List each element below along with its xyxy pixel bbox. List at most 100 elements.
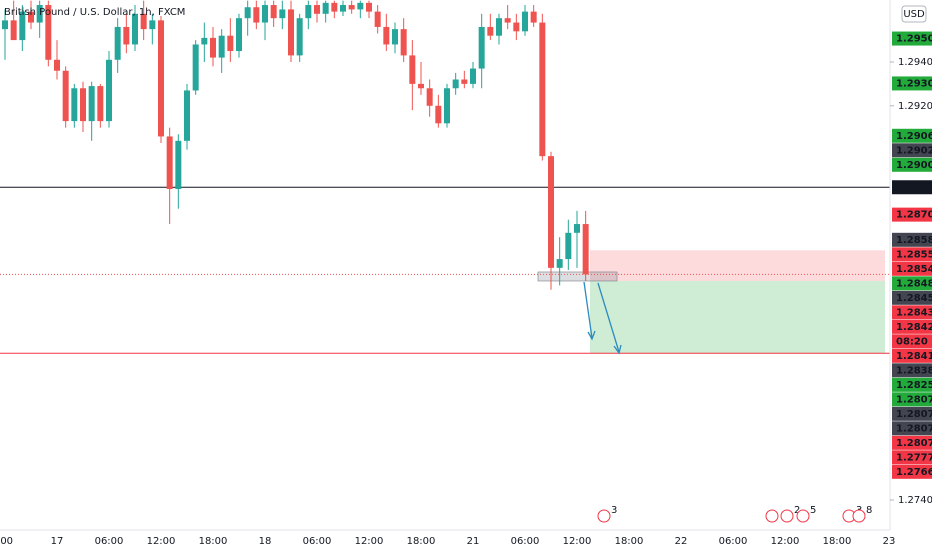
y-tick-label: 1.29400 bbox=[898, 57, 932, 68]
price-label: 1.28550 bbox=[896, 249, 932, 260]
candle-body bbox=[28, 11, 34, 23]
forecast-arrows bbox=[583, 281, 622, 355]
candle-body bbox=[296, 18, 303, 56]
currency-box[interactable] bbox=[901, 5, 927, 23]
price-label-box bbox=[892, 377, 932, 392]
candle-body bbox=[513, 22, 520, 32]
event-count: 2 bbox=[794, 505, 800, 516]
event-count: 8 bbox=[866, 505, 872, 516]
candle-body bbox=[322, 2, 329, 14]
candle-body bbox=[236, 18, 242, 52]
x-tick-label: 12:00 bbox=[563, 536, 592, 547]
candle-body bbox=[478, 26, 485, 69]
price-label: 1.29000 bbox=[896, 160, 932, 171]
x-tick-label: 06:00 bbox=[95, 536, 124, 547]
stop-zone bbox=[590, 250, 885, 281]
x-tick-label: 06:00 bbox=[719, 536, 748, 547]
price-label: 1.28073 bbox=[896, 409, 932, 420]
candle-body bbox=[140, 13, 147, 30]
x-tick-label: 06:00 bbox=[303, 536, 332, 547]
candle-body bbox=[262, 5, 268, 23]
candle-body bbox=[496, 18, 502, 36]
x-tick-label: 22 bbox=[675, 536, 688, 547]
candle-body bbox=[201, 37, 208, 45]
price-label: 1.28250 bbox=[896, 380, 932, 391]
candle-body bbox=[400, 29, 407, 56]
event-icon bbox=[796, 509, 810, 523]
candle-body bbox=[123, 26, 130, 45]
price-label-box bbox=[892, 305, 932, 320]
price-label: 1.28480 bbox=[896, 278, 932, 289]
candle-body bbox=[452, 79, 459, 89]
candle-body bbox=[158, 20, 164, 137]
candle-body bbox=[522, 11, 528, 32]
price-label-box bbox=[892, 348, 932, 363]
candle-body bbox=[279, 9, 286, 19]
price-label-box bbox=[892, 464, 932, 479]
candle-body bbox=[227, 35, 234, 52]
y-tick-label: 1.27400 bbox=[898, 495, 932, 506]
candle-body bbox=[2, 20, 8, 30]
x-tick-label: 18:00 bbox=[615, 536, 644, 547]
candle-body bbox=[166, 136, 173, 190]
price-label: 1.28389 bbox=[896, 365, 932, 376]
price-label-box bbox=[892, 363, 932, 378]
candle-body bbox=[97, 86, 104, 122]
candle-body bbox=[340, 5, 346, 12]
price-label-box bbox=[892, 128, 932, 143]
price-label: 1.28426 bbox=[896, 322, 932, 333]
event-icon bbox=[765, 509, 779, 523]
candle-body bbox=[470, 68, 476, 84]
candle-body bbox=[374, 11, 381, 27]
price-label: 1.29507 bbox=[896, 34, 932, 45]
price-label-box bbox=[892, 290, 932, 305]
price-label-box bbox=[892, 421, 932, 436]
candle-body bbox=[357, 2, 364, 10]
price-label-box bbox=[892, 261, 932, 276]
candle-body bbox=[218, 35, 225, 58]
candle-body bbox=[582, 224, 589, 275]
candle-body bbox=[88, 86, 95, 122]
price-label-box bbox=[892, 450, 932, 465]
candle-body bbox=[210, 37, 216, 58]
x-tick-label: 23 bbox=[883, 536, 896, 547]
price-label: 1.28588 bbox=[896, 235, 932, 246]
candle-body bbox=[574, 224, 580, 233]
price-label-box bbox=[892, 276, 932, 291]
arrow-head bbox=[613, 344, 622, 355]
candle-body bbox=[184, 90, 190, 141]
price-label: 1.28450 bbox=[896, 293, 932, 304]
x-tick-label: 18 bbox=[259, 536, 272, 547]
arrow-line bbox=[583, 281, 593, 339]
candle-body bbox=[36, 5, 43, 23]
price-label-box bbox=[892, 31, 932, 46]
candle-body bbox=[530, 11, 537, 23]
candle-body bbox=[71, 88, 78, 122]
candle-body bbox=[348, 5, 355, 10]
plot-area bbox=[0, 0, 890, 354]
event-icon bbox=[780, 509, 794, 523]
candle-body bbox=[314, 5, 320, 14]
candle-body bbox=[366, 2, 372, 12]
price-label-box bbox=[892, 143, 932, 158]
price-label: 1.28072 bbox=[896, 423, 932, 434]
candle-body bbox=[487, 26, 494, 36]
price-label: 1.29022 bbox=[896, 145, 932, 156]
price-axis: 1.29400 1.29200 1.27400 1.29507 1.29302 1.290… bbox=[890, 31, 932, 506]
candle-body bbox=[253, 7, 260, 23]
candle-body bbox=[19, 11, 26, 41]
candle-body bbox=[539, 22, 546, 157]
price-label: 1.28077 bbox=[896, 394, 932, 405]
candle-body bbox=[270, 5, 277, 19]
price-label: 08:20 bbox=[896, 336, 928, 347]
price-label-box bbox=[892, 392, 932, 407]
chart-title: British Pound / U.S. Dollar, 1h, FXCM bbox=[4, 7, 185, 18]
event-count: 3 bbox=[611, 505, 617, 516]
candle-body bbox=[106, 59, 112, 122]
price-label: 1.28438 bbox=[896, 307, 932, 318]
price-label: 1.28703 bbox=[896, 210, 932, 221]
candle-body bbox=[556, 259, 563, 268]
price-label-box bbox=[892, 435, 932, 450]
x-tick-label: 18:00 bbox=[199, 536, 228, 547]
